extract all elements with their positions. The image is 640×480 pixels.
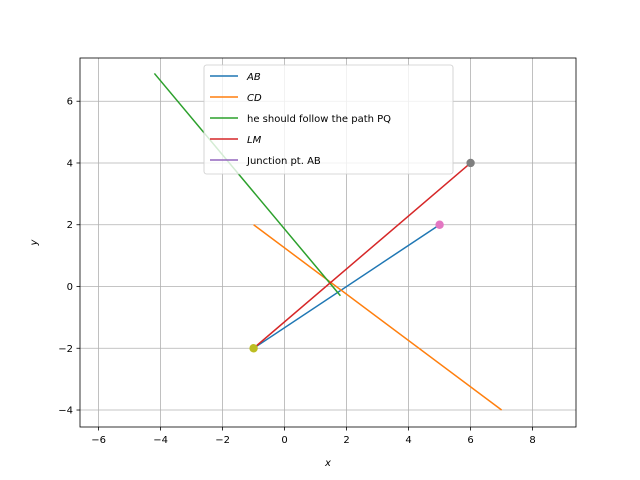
x-tick-label: 6 [467,435,473,446]
y-tick-label: 4 [67,158,73,169]
legend-label-3: LM [247,135,262,146]
y-tick-label: 0 [67,282,73,293]
x-tick-label: −4 [153,435,168,446]
x-axis: −6 −4 −2 0 2 4 6 8 [91,427,536,446]
series-line-3 [253,162,472,349]
x-tick-label: 0 [281,435,287,446]
series-layer [153,72,503,411]
x-tick-label: −2 [215,435,230,446]
y-axis: −4 −2 0 2 4 6 [58,97,80,417]
legend-label-0: AB [246,72,261,83]
x-tick-label: −6 [91,435,106,446]
legend: AB CD he should follow the path PQ LM Juncti… [203,64,454,175]
y-tick-label: −4 [58,406,73,417]
legend-label-1: CD [247,93,262,104]
legend-box [203,64,454,175]
x-tick-label: 4 [405,435,411,446]
y-tick-label: 2 [67,220,73,231]
point-marker-2 [249,344,258,353]
y-tick-label: 6 [67,97,73,108]
legend-label-2: he should follow the path PQ [247,114,391,125]
series-line-2 [153,72,341,297]
point-marker-0 [435,220,444,229]
y-tick-label: −2 [58,344,73,355]
points-layer [249,158,475,353]
x-tick-label: 8 [529,435,535,446]
y-axis-label: y [29,238,40,246]
x-tick-label: 2 [343,435,349,446]
point-marker-1 [466,158,475,168]
x-axis-label: x [324,458,331,469]
legend-label-4: Junction pt. AB [246,156,321,167]
series-line-0 [253,224,441,349]
plot-frame [79,57,577,428]
series-line-1 [253,224,503,411]
